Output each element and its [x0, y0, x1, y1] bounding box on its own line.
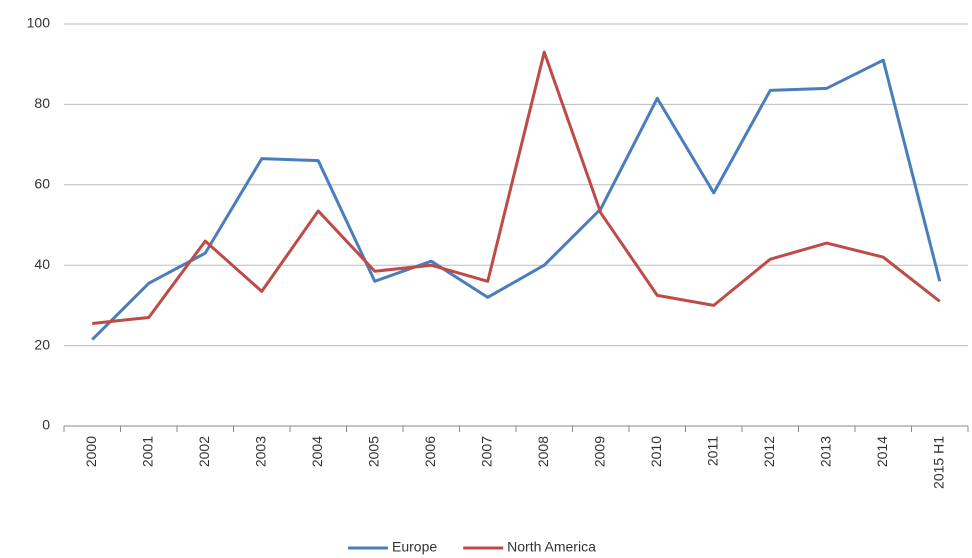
x-tick-label: 2001 [139, 436, 155, 467]
x-tick-label: 2014 [874, 436, 890, 467]
legend-label: North America [507, 539, 596, 555]
x-tick-label: 2005 [365, 436, 381, 467]
series-line [91, 58, 942, 341]
y-tick-label: 60 [34, 176, 50, 192]
y-tick-label: 0 [42, 417, 50, 433]
x-tick-label: 2012 [761, 436, 777, 467]
x-tick-label: 2006 [422, 436, 438, 467]
x-tick-label: 2003 [252, 436, 268, 467]
series-line [92, 50, 941, 325]
x-tick-label: 2009 [591, 436, 607, 467]
y-tick-label: 100 [27, 15, 51, 31]
x-tick-label: 2007 [478, 436, 494, 467]
x-tick-label: 2008 [535, 436, 551, 467]
x-tick-label: 2011 [704, 436, 720, 466]
x-tick-label: 2010 [648, 436, 664, 467]
y-tick-label: 20 [34, 336, 50, 352]
y-tick-label: 80 [34, 95, 50, 111]
x-tick-label: 2015 H1 [930, 436, 946, 489]
x-tick-label: 2004 [309, 436, 325, 467]
legend-label: Europe [392, 539, 437, 555]
x-tick-label: 2000 [83, 436, 99, 467]
x-tick-label: 2013 [817, 436, 833, 467]
x-tick-label: 2002 [196, 436, 212, 467]
y-tick-label: 40 [34, 256, 50, 272]
